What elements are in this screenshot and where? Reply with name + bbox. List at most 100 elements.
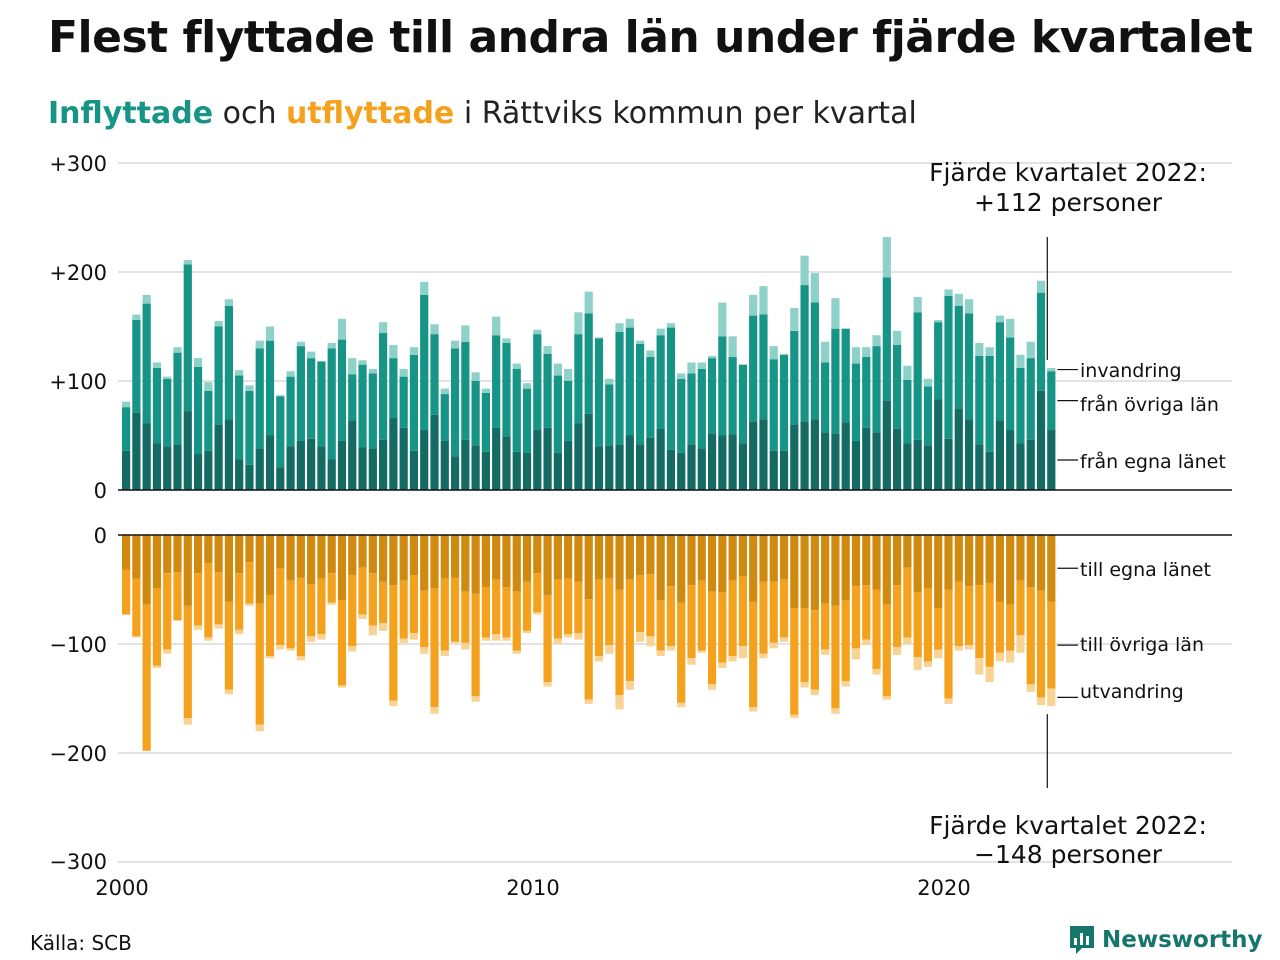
bar-out-egna bbox=[810, 535, 819, 611]
bar-in-ovriga bbox=[995, 322, 1004, 421]
bar-out-ovriga bbox=[851, 586, 861, 649]
bar-in-invandring bbox=[471, 372, 480, 381]
bar-in-egna bbox=[605, 445, 614, 490]
bar-in-invandring bbox=[851, 347, 861, 364]
bar-out-utvandring bbox=[841, 681, 850, 687]
bar-out-ovriga bbox=[420, 590, 429, 648]
bar-in-ovriga bbox=[522, 388, 532, 453]
bar-in-egna bbox=[1026, 439, 1035, 490]
bar-in-egna bbox=[749, 421, 758, 490]
bar-out-egna bbox=[769, 535, 778, 582]
bar-in-egna bbox=[512, 451, 521, 490]
bar-out-utvandring bbox=[923, 661, 933, 667]
x-tick-2000: 2000 bbox=[95, 876, 148, 900]
grid-lines bbox=[118, 162, 1232, 863]
bar-out-egna bbox=[944, 535, 953, 590]
bar-in-invandring bbox=[913, 297, 922, 313]
bar-out-egna bbox=[471, 535, 480, 594]
label-till-egna-lanet: till egna länet bbox=[1080, 559, 1211, 581]
bar-out-utvandring bbox=[594, 655, 604, 662]
bar-in-invandring bbox=[235, 370, 244, 376]
bar-out-ovriga bbox=[625, 579, 634, 682]
bar-in-egna bbox=[821, 432, 830, 490]
chart-title: Flest flyttade till andra län under fjär… bbox=[48, 12, 1253, 63]
bar-out-utvandring bbox=[697, 650, 706, 653]
in-y-tick-300: +300 bbox=[49, 152, 107, 176]
bar-in-ovriga bbox=[882, 277, 891, 401]
bar-out-ovriga bbox=[163, 573, 172, 650]
bar-out-ovriga bbox=[1036, 590, 1046, 698]
bar-out-egna bbox=[286, 535, 295, 581]
bar-in-invandring bbox=[358, 360, 367, 365]
bar-in-invandring bbox=[862, 347, 871, 358]
bar-in-invandring bbox=[265, 326, 275, 341]
bar-in-egna bbox=[409, 450, 419, 490]
bar-in-invandring bbox=[707, 355, 717, 359]
bar-in-ovriga bbox=[656, 335, 665, 429]
bar-out-utvandring bbox=[481, 637, 490, 641]
bar-out-ovriga bbox=[923, 588, 933, 662]
bar-out-egna bbox=[749, 535, 758, 602]
bar-out-utvandring bbox=[522, 630, 532, 634]
bar-out-ovriga bbox=[564, 578, 573, 635]
bar-out-egna bbox=[553, 535, 562, 580]
bar-in-ovriga bbox=[769, 359, 778, 451]
bar-in-egna bbox=[389, 418, 398, 490]
bar-in-egna bbox=[779, 450, 789, 490]
bar-in-egna bbox=[481, 451, 490, 490]
bar-in-egna bbox=[204, 450, 213, 490]
bar-in-ovriga bbox=[779, 354, 789, 451]
bar-in-invandring bbox=[882, 237, 891, 278]
bar-in-egna bbox=[903, 443, 912, 490]
bar-out-utvandring bbox=[738, 646, 747, 659]
bar-out-egna bbox=[964, 535, 974, 587]
out-y-tick-0: 0 bbox=[94, 524, 107, 548]
bar-out-ovriga bbox=[450, 577, 460, 642]
bar-out-egna bbox=[522, 535, 532, 582]
bar-out-utvandring bbox=[399, 638, 408, 643]
bar-out-ovriga bbox=[821, 603, 830, 650]
bar-in-invandring bbox=[512, 363, 521, 370]
bar-in-egna bbox=[718, 435, 727, 490]
bar-in-ovriga bbox=[594, 338, 604, 447]
bar-out-egna bbox=[862, 535, 871, 586]
bar-out-ovriga bbox=[831, 605, 840, 709]
bar-in-ovriga bbox=[409, 354, 419, 451]
bar-in-invandring bbox=[615, 323, 624, 332]
bar-in-egna bbox=[893, 428, 902, 490]
bar-out-egna bbox=[707, 535, 717, 592]
bar-out-utvandring bbox=[995, 652, 1004, 662]
bar-in-ovriga bbox=[348, 374, 357, 421]
bar-in-invandring bbox=[286, 371, 295, 377]
bar-in-ovriga bbox=[430, 334, 439, 415]
bar-out-egna bbox=[235, 535, 244, 574]
bar-in-egna bbox=[450, 456, 460, 490]
bar-out-utvandring bbox=[553, 638, 562, 644]
bar-out-egna bbox=[821, 535, 830, 604]
bar-out-utvandring bbox=[625, 681, 634, 690]
bar-out-ovriga bbox=[173, 572, 182, 621]
label-utvandring: utvandring bbox=[1080, 681, 1184, 703]
bar-out-ovriga bbox=[245, 562, 254, 604]
in-annotation-line2: +112 personer bbox=[974, 188, 1163, 217]
bar-in-egna bbox=[615, 444, 624, 490]
bar-in-invandring bbox=[183, 260, 192, 265]
bar-in-egna bbox=[296, 440, 305, 490]
bar-out-ovriga bbox=[368, 573, 377, 626]
bar-in-invandring bbox=[368, 369, 377, 374]
bar-in-egna bbox=[831, 433, 840, 490]
bar-in-ovriga bbox=[512, 369, 521, 452]
bar-out-ovriga bbox=[348, 575, 357, 647]
bar-out-egna bbox=[872, 535, 881, 590]
bar-in-egna bbox=[707, 433, 717, 490]
bar-out-ovriga bbox=[893, 585, 902, 648]
bar-out-utvandring bbox=[461, 642, 470, 650]
bar-in-invandring bbox=[461, 325, 470, 342]
bar-out-ovriga bbox=[440, 578, 449, 651]
bar-out-utvandring bbox=[1006, 650, 1015, 663]
bar-out-ovriga bbox=[430, 588, 439, 708]
bar-out-utvandring bbox=[790, 714, 799, 719]
bar-in-egna bbox=[265, 435, 275, 490]
bar-out-utvandring bbox=[276, 645, 285, 650]
bar-in-invandring bbox=[399, 369, 408, 377]
